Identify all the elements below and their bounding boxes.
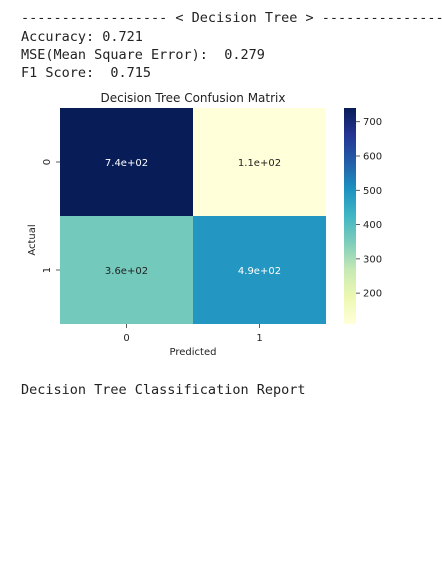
colorbar-tick-label: 700 bbox=[363, 117, 382, 128]
colorbar-tick-label: 500 bbox=[363, 186, 382, 197]
colorbar-tick-label: 300 bbox=[363, 254, 382, 265]
colorbar-tick-label: 200 bbox=[363, 289, 382, 300]
y-axis-label: Actual bbox=[27, 224, 38, 255]
x-tick-label: 1 bbox=[256, 333, 262, 344]
heatmap-cell bbox=[60, 216, 193, 324]
y-tick-label: 0 bbox=[42, 159, 53, 165]
f1-line: F1 Score: 0.715 bbox=[21, 65, 152, 81]
model-banner: ------------------ < Decision Tree > ---… bbox=[21, 10, 442, 26]
colorbar-tick-label: 600 bbox=[363, 152, 382, 163]
cell-annotation: 3.6e+02 bbox=[105, 266, 148, 277]
heatmap-cell bbox=[193, 108, 326, 216]
x-axis-label: Predicted bbox=[170, 347, 217, 358]
report-title: Decision Tree Classification Report bbox=[21, 382, 306, 398]
heatmap-cell bbox=[60, 108, 193, 216]
colorbar bbox=[344, 108, 356, 324]
x-tick-label: 0 bbox=[123, 333, 129, 344]
cell-annotation: 1.1e+02 bbox=[238, 158, 281, 169]
cell-annotation: 4.9e+02 bbox=[238, 266, 281, 277]
colorbar-tick-label: 400 bbox=[363, 220, 382, 231]
mse-line: MSE(Mean Square Error): 0.279 bbox=[21, 47, 265, 63]
accuracy-line: Accuracy: 0.721 bbox=[21, 29, 143, 45]
confusion-matrix-chart: Decision Tree Confusion Matrix 7.4e+02 1.… bbox=[27, 91, 382, 358]
y-tick-label: 1 bbox=[42, 267, 53, 273]
cell-annotation: 7.4e+02 bbox=[105, 158, 148, 169]
heatmap-cell bbox=[193, 216, 326, 324]
chart-title: Decision Tree Confusion Matrix bbox=[100, 91, 285, 105]
